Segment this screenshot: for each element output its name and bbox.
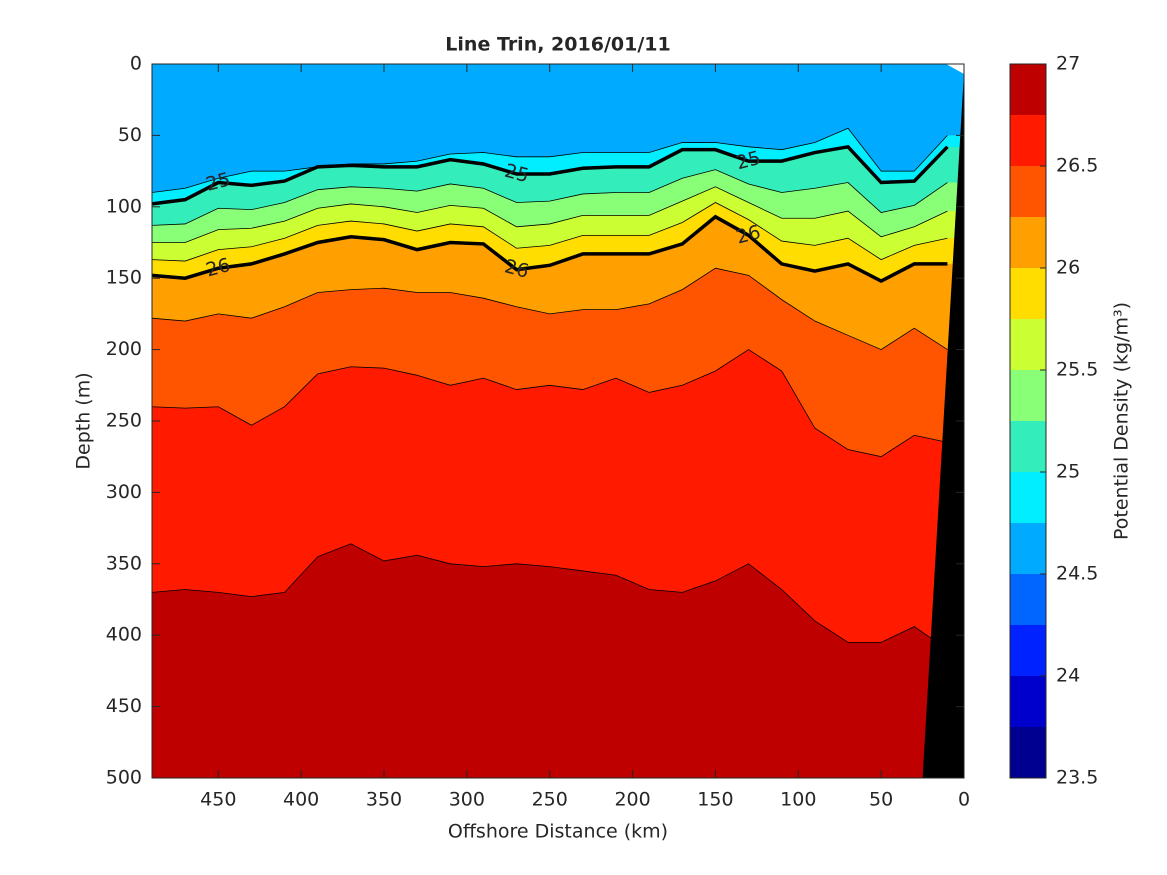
x-tick-label: 250 <box>532 789 568 811</box>
colorbar-swatch <box>1010 166 1046 217</box>
y-tick-label: 350 <box>106 552 142 574</box>
y-tick-label: 250 <box>106 410 142 432</box>
colorbar-swatch <box>1010 727 1046 778</box>
land-gap <box>946 64 964 74</box>
colorbar-swatch <box>1010 370 1046 421</box>
contour-line <box>152 169 948 226</box>
y-tick-label: 50 <box>118 124 142 146</box>
y-tick-label: 150 <box>106 267 142 289</box>
colorbar-tick-label: 26.5 <box>1056 155 1098 177</box>
colorbar-tick-label: 24 <box>1056 665 1080 687</box>
y-tick-label: 0 <box>130 53 142 75</box>
colorbar-swatch <box>1010 319 1046 370</box>
x-tick-label: 200 <box>614 789 650 811</box>
x-tick-label: 350 <box>366 789 402 811</box>
y-tick-label: 200 <box>106 338 142 360</box>
x-tick-label: 50 <box>869 789 893 811</box>
colorbar-tick-label: 27 <box>1056 53 1080 75</box>
colorbar-tick-label: 24.5 <box>1056 563 1098 585</box>
overlay: 450 400 350 300 250 200 150 100 50 00501001502002… <box>106 53 1099 811</box>
colorbar-tick-label: 25.5 <box>1056 359 1098 381</box>
contour-band <box>152 543 964 778</box>
contour-line <box>152 214 948 284</box>
colorbar-frame <box>1009 63 1047 779</box>
colorbar-label: Potential Density (kg/m³) <box>1111 302 1133 540</box>
y-axis-label: Depth (m) <box>73 372 95 469</box>
x-tick-label: 150 <box>697 789 733 811</box>
y-tick-label: 400 <box>106 624 142 646</box>
x-tick-label: 400 <box>283 789 319 811</box>
contour-line <box>152 144 949 206</box>
y-tick-label: 100 <box>106 195 142 217</box>
colorbar-swatch <box>1010 472 1046 523</box>
colorbar-swatch <box>1010 217 1046 268</box>
colorbar-swatch <box>1010 574 1046 625</box>
colorbar-tick-label: 26 <box>1056 257 1080 279</box>
x-axis-label: Offshore Distance (km) <box>448 821 668 843</box>
x-tick-label: 300 <box>449 789 485 811</box>
contour-line <box>152 186 948 243</box>
contour-line <box>152 127 948 193</box>
y-tick-label: 500 <box>106 767 142 789</box>
land <box>922 72 964 778</box>
chart-title: Line Trin, 2016/01/11 <box>445 34 670 56</box>
x-tick-label: 100 <box>780 789 816 811</box>
colorbar-swatch <box>1010 523 1046 574</box>
x-tick-label: 450 <box>200 789 236 811</box>
colorbar-swatch <box>1010 421 1046 472</box>
colorbar-tick-label: 25 <box>1056 461 1080 483</box>
colorbar-swatch <box>1010 268 1046 319</box>
contour-line <box>152 543 948 650</box>
colorbar-tick-label: 23.5 <box>1056 767 1098 789</box>
contour-line <box>152 202 948 262</box>
contour-line <box>152 349 948 458</box>
colorbar-swatch <box>1010 625 1046 676</box>
colorbar-swatch <box>1010 64 1046 115</box>
contour-line <box>152 267 948 351</box>
x-tick-label: 0 <box>958 789 970 811</box>
colorbar-swatch <box>1010 676 1046 727</box>
y-tick-label: 450 <box>106 695 142 717</box>
y-tick-label: 300 <box>106 481 142 503</box>
colorbar-swatch <box>1010 115 1046 166</box>
